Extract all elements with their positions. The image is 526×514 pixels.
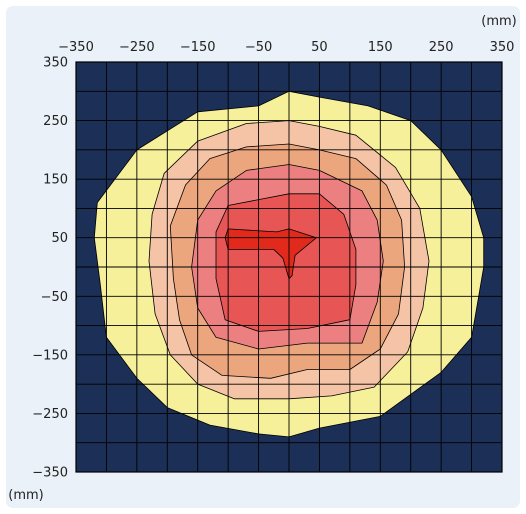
y-tick-label: −150	[32, 348, 68, 363]
contour-chart: −350 −250 −150 −50 50 150 250 350 350 250 150 50 −5…	[8, 14, 516, 503]
x-tick-label: −50	[245, 40, 272, 55]
x-tick-labels: −350 −250 −150 −50 50 150 250 350	[58, 40, 514, 55]
x-tick-label: −350	[58, 40, 94, 55]
chart-panel: −350 −250 −150 −50 50 150 250 350 350 250 150 50 −5…	[6, 6, 520, 508]
y-tick-label: −50	[41, 290, 68, 305]
x-tick-label: 150	[368, 40, 393, 55]
x-tick-label: 350	[490, 40, 515, 55]
y-tick-label: −250	[32, 407, 68, 422]
y-tick-label: 50	[51, 231, 68, 246]
plot-border	[75, 61, 503, 473]
x-tick-label: −150	[180, 40, 216, 55]
y-axis-unit: (mm)	[8, 488, 43, 503]
x-tick-label: −250	[119, 40, 155, 55]
x-tick-label: 250	[429, 40, 454, 55]
y-tick-label: 350	[43, 56, 68, 71]
grid-lines	[76, 62, 502, 472]
contour-level-6	[224, 228, 317, 280]
y-tick-label: 250	[43, 114, 68, 129]
x-tick-label: 50	[311, 40, 328, 55]
x-axis-unit: (mm)	[481, 14, 516, 29]
y-tick-label: 150	[43, 173, 68, 188]
y-tick-label: −350	[32, 466, 68, 481]
y-tick-labels: 350 250 150 50 −50 −150 −250 −350	[32, 56, 68, 481]
